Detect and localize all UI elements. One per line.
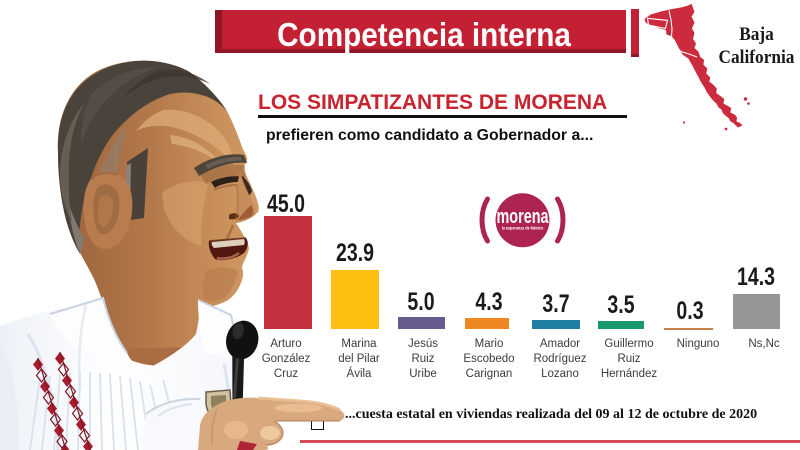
svg-text:la esperanza de México: la esperanza de México — [502, 225, 544, 230]
svg-text:morena: morena — [497, 205, 549, 228]
